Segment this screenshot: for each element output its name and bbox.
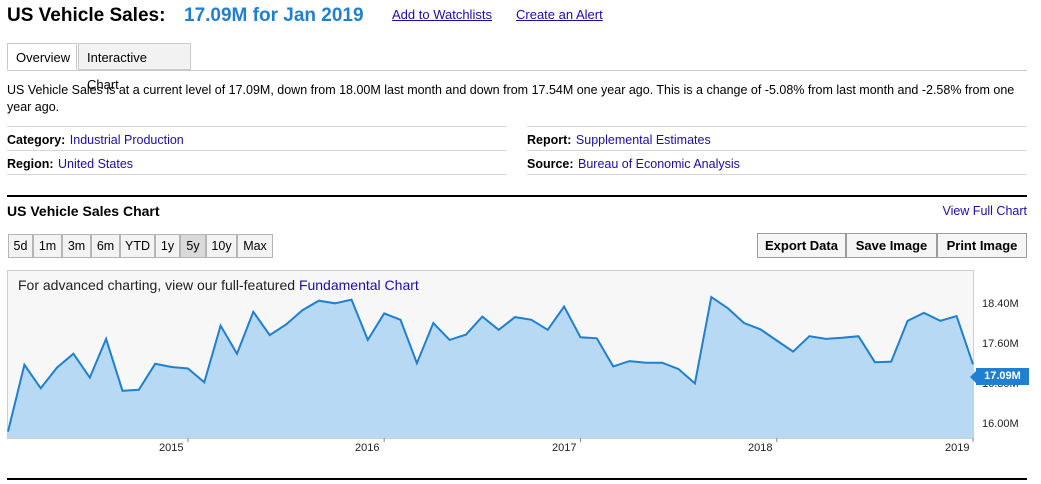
x-tick-label: 2018 (748, 442, 773, 454)
x-tick-label: 2015 (159, 442, 184, 454)
save-image-button[interactable]: Save Image (846, 233, 937, 258)
fundamental-chart-link[interactable]: Fundamental Chart (298, 277, 419, 293)
category-link[interactable]: Industrial Production (69, 133, 184, 147)
create-alert-link[interactable]: Create an Alert (516, 7, 603, 22)
page-title: US Vehicle Sales: (7, 5, 166, 26)
report-row: Report: Supplemental Estimates (527, 131, 711, 149)
divider (7, 126, 507, 127)
chart-section-title: US Vehicle Sales Chart (7, 203, 160, 219)
area-fill (8, 297, 973, 438)
range-3m-button[interactable]: 3m (62, 234, 91, 258)
y-tick-label: 17.60M (982, 338, 1019, 350)
x-tick-label: 2019 (945, 442, 970, 454)
x-tick-label: 2017 (552, 442, 577, 454)
view-full-chart-link[interactable]: View Full Chart (942, 204, 1027, 218)
x-tick-label: 2016 (355, 442, 380, 454)
summary-description: US Vehicle Sales is at a current level o… (7, 83, 1015, 114)
category-row: Category: Industrial Production (7, 131, 184, 149)
range-1y-button[interactable]: 1y (155, 234, 180, 258)
category-label: Category: (7, 133, 66, 147)
divider (7, 174, 507, 175)
tab-divider (7, 70, 1027, 71)
divider (527, 174, 1027, 175)
source-row: Source: Bureau of Economic Analysis (527, 155, 740, 173)
section-bottom-divider (7, 478, 1027, 480)
advanced-charting-text: For advanced charting, view our full-fea… (18, 277, 296, 293)
range-10y-button[interactable]: 10y (206, 234, 237, 258)
x-tick-marks (187, 438, 974, 442)
region-link[interactable]: United States (57, 157, 134, 171)
source-link[interactable]: Bureau of Economic Analysis (578, 157, 740, 171)
report-link[interactable]: Supplemental Estimates (575, 133, 711, 147)
export-data-button[interactable]: Export Data (757, 233, 846, 258)
print-image-button[interactable]: Print Image (937, 233, 1027, 258)
tab-interactive-chart[interactable]: Interactive Chart (78, 43, 191, 92)
series-line (7, 295, 974, 432)
range-1m-button[interactable]: 1m (33, 234, 62, 258)
advanced-charting-note: For advanced charting, view our full-fea… (18, 277, 419, 293)
region-row: Region: United States (7, 155, 133, 173)
divider (527, 150, 1027, 151)
y-tick-label: 18.40M (982, 298, 1019, 310)
range-5y-button[interactable]: 5y (180, 234, 206, 258)
last-value-badge: 17.09M (970, 368, 1029, 385)
range-6m-button[interactable]: 6m (91, 234, 120, 258)
range-ytd-button[interactable]: YTD (120, 234, 155, 258)
range-5d-button[interactable]: 5d (8, 234, 33, 258)
current-value-title: 17.09M for Jan 2019 (184, 5, 364, 26)
y-tick-label: 16.00M (982, 418, 1019, 430)
section-divider (7, 195, 1027, 197)
divider (527, 126, 1027, 127)
source-label: Source: (527, 157, 574, 171)
add-to-watchlists-link[interactable]: Add to Watchlists (392, 7, 492, 22)
range-max-button[interactable]: Max (237, 234, 273, 258)
tab-overview[interactable]: Overview (7, 43, 77, 70)
report-label: Report: (527, 133, 572, 147)
region-label: Region: (7, 157, 54, 171)
divider (7, 150, 507, 151)
